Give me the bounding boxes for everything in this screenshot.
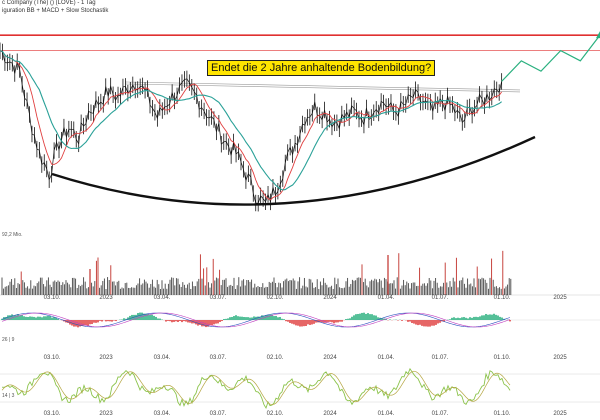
x-tick-label: 2025 — [553, 355, 567, 361]
x-tick-label: 03.10. — [44, 411, 61, 417]
x-tick-label: 2024 — [323, 355, 337, 361]
x-tick-label: 2023 — [99, 411, 113, 417]
x-tick-label: 01.04. — [378, 411, 395, 417]
x-tick-label: 02.10. — [267, 355, 284, 361]
x-tick-label: 01.10. — [494, 295, 511, 301]
stoch-d-line — [1, 370, 511, 406]
ma-slow-line — [0, 50, 502, 191]
price-line — [0, 50, 502, 204]
x-tick-label: 02.10. — [267, 295, 284, 301]
x-tick-label: 2023 — [99, 295, 113, 301]
x-tick-label: 03.04. — [154, 295, 171, 301]
x-tick-label: 2025 — [553, 411, 567, 417]
chart-subtitle: iguration BB + MACD + Slow Stochastik — [2, 8, 109, 14]
base-arc — [51, 135, 536, 206]
macd-pane — [0, 312, 600, 328]
x-tick-label: 01.10. — [494, 355, 511, 361]
price-pane — [0, 31, 600, 212]
x-tick-label: 03.07. — [210, 355, 227, 361]
x-axis-ticks: 03.10. 2023 03.04. 03.07. 02.10. 2024 01.04. 01… — [44, 295, 568, 417]
x-tick-label: 03.10. — [44, 295, 61, 301]
x-tick-label: 2025 — [553, 295, 567, 301]
macd-line — [1, 312, 511, 328]
x-tick-label: 03.07. — [210, 295, 227, 301]
chart-title: c Company (The) () (LOVE) - 1 Tag — [2, 0, 96, 6]
x-tick-label: 01.07. — [432, 355, 449, 361]
x-tick-label: 03.04. — [154, 411, 171, 417]
x-tick-label: 01.07. — [432, 411, 449, 417]
volume-label: 92,2 Mio. — [2, 232, 23, 238]
x-tick-label: 03.04. — [154, 355, 171, 361]
x-tick-label: 01.07. — [432, 295, 449, 301]
volume-pane — [0, 250, 600, 296]
x-tick-label: 01.04. — [378, 355, 395, 361]
x-tick-label: 03.10. — [44, 355, 61, 361]
x-tick-label: 2024 — [323, 411, 337, 417]
stoch-k-line — [1, 367, 511, 410]
annotation-box: Endet die 2 Jahre anhaltende Bodenbildun… — [207, 60, 436, 76]
x-tick-label: 01.04. — [378, 295, 395, 301]
x-tick-label: 03.07. — [210, 411, 227, 417]
forecast-arrow — [596, 31, 600, 39]
x-tick-label: 01.10. — [494, 411, 511, 417]
stochastic-label: 14 | 3 — [2, 393, 15, 399]
x-tick-label: 2023 — [99, 355, 113, 361]
range-top-line — [124, 81, 521, 91]
x-tick-label: 02.10. — [267, 411, 284, 417]
macd-signal-line — [1, 312, 511, 328]
ma-fast-line — [0, 50, 503, 201]
stochastic-pane — [0, 367, 600, 410]
macd-label: 26 | 9 — [2, 337, 15, 343]
x-tick-label: 2024 — [323, 295, 337, 301]
forecast-line — [501, 34, 600, 82]
